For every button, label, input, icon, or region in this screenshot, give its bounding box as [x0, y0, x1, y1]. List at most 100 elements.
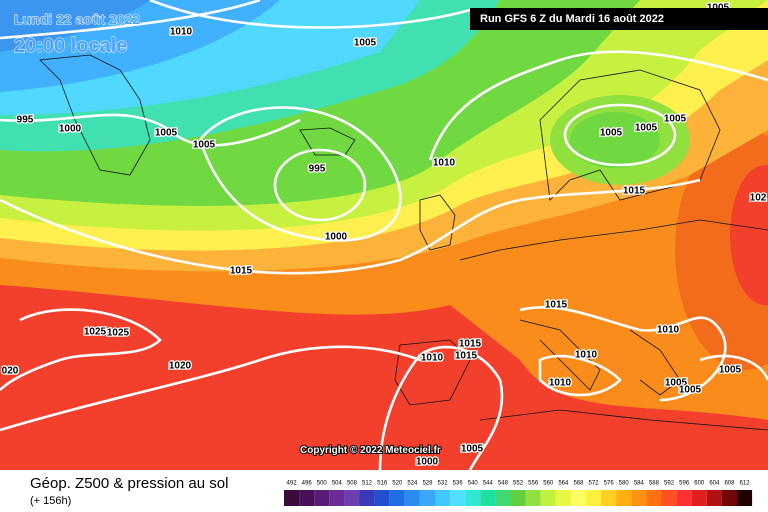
colorbar-label: 572	[589, 481, 600, 487]
colorbar-swatch	[616, 490, 632, 506]
run-info: Run GFS 6 Z du Mardi 16 août 2022	[480, 13, 664, 25]
run-banner	[470, 8, 768, 30]
isobar-label: 1000	[325, 232, 348, 243]
colorbar-label: 508	[347, 481, 358, 487]
colorbar-label: 612	[740, 481, 751, 487]
colorbar-label: 520	[392, 481, 403, 487]
isobar-label: 1005	[719, 365, 742, 376]
isobar-label: 1005	[155, 128, 178, 139]
isobar-label: 1005	[461, 444, 484, 455]
colorbar-label: 588	[649, 481, 660, 487]
isobars	[0, 0, 768, 432]
colorbar-label: 492	[287, 481, 298, 487]
colorbar-label: 504	[332, 481, 343, 487]
colorbar-swatch	[314, 490, 330, 506]
field	[0, 0, 768, 470]
colorbar-swatch	[450, 490, 466, 506]
isobar-label: 1005	[193, 140, 216, 151]
colorbar-label: 564	[558, 481, 569, 487]
colorbar-label: 540	[468, 481, 479, 487]
colorbar-label: 584	[634, 481, 645, 487]
colorbar-swatch	[480, 490, 496, 506]
colorbar-label: 592	[664, 481, 675, 487]
colorbar-swatch	[555, 490, 571, 506]
isobar-label: 1005	[354, 38, 377, 49]
colorbar-label: 556	[528, 481, 539, 487]
colorbar-swatch	[299, 490, 315, 506]
colorbar-swatch	[495, 490, 511, 506]
valid-date: Lundi 22 août 2022	[14, 11, 140, 27]
colorbar-label: 536	[453, 481, 464, 487]
colorbar-swatch	[465, 490, 481, 506]
colorbar-swatch	[540, 490, 556, 506]
colorbar-label: 544	[483, 481, 494, 487]
isobar-label: 102	[750, 193, 767, 204]
colorbar-swatch	[329, 490, 345, 506]
colorbar-swatch	[510, 490, 526, 506]
isobar-label: 1005	[679, 385, 702, 396]
isobar-label: 1005	[600, 128, 623, 139]
colorbar-swatch	[525, 490, 541, 506]
colorbar-label: 604	[709, 481, 720, 487]
colorbar-label: 560	[543, 481, 554, 487]
colorbar-label: 552	[513, 481, 524, 487]
colorbar-swatch	[359, 490, 375, 506]
isobar-label: 1015	[623, 186, 646, 197]
colorbar-swatch	[601, 490, 617, 506]
isobar-label: 1015	[230, 266, 253, 277]
colorbar: 492 496 500 504 508 512 516 520 524 528 532 536 540 5…	[284, 481, 753, 506]
isobar-label: 1025	[107, 328, 130, 339]
isobar-label: 1005	[665, 378, 688, 389]
isobar-label: 1015	[455, 351, 478, 362]
colorbar-label: 512	[362, 481, 373, 487]
colorbar-swatch	[570, 490, 586, 506]
isobar-label: 1010	[433, 158, 456, 169]
colorbar-label: 576	[604, 481, 615, 487]
colorbar-label: 608	[724, 481, 735, 487]
colorbar-swatch	[706, 490, 722, 506]
colorbar-swatch	[419, 490, 435, 506]
colorbar-swatch	[721, 490, 737, 506]
isobar-label: 1010	[170, 27, 193, 38]
colorbar-swatch	[737, 490, 753, 506]
isobar-label: 1010	[549, 378, 572, 389]
isobar-label: 1010	[421, 353, 444, 364]
valid-time: 20:00 locale	[14, 35, 127, 57]
isobar-label: 1020	[169, 361, 192, 372]
isobar-label: 995	[17, 115, 34, 126]
colorbar-swatch	[344, 490, 360, 506]
colorbar-label: 524	[407, 481, 418, 487]
colorbar-swatch	[661, 490, 677, 506]
colorbar-label: 500	[317, 481, 328, 487]
colorbar-swatch	[586, 490, 602, 506]
colorbar-swatch	[435, 490, 451, 506]
colorbar-swatch	[374, 490, 390, 506]
colorbar-label: 496	[302, 481, 313, 487]
footer-title: Géop. Z500 & pression au sol	[30, 475, 228, 492]
colorbar-label: 548	[498, 481, 509, 487]
colorbar-label: 580	[619, 481, 630, 487]
colorbar-swatch	[631, 490, 647, 506]
isobar-label: 1005	[635, 123, 658, 134]
colorbar-label: 516	[377, 481, 388, 487]
isobar-label: 1005	[664, 114, 687, 125]
isobar-label: 995	[309, 164, 326, 175]
copyright: Copyright © 2022 Meteociel.fr	[300, 445, 441, 456]
isobar-label: 1000	[416, 457, 439, 468]
colorbar-swatch	[389, 490, 405, 506]
isobar-label: 1010	[575, 350, 598, 361]
isobar-label: 1025	[84, 327, 107, 338]
colorbar-label: 532	[438, 481, 449, 487]
colorbar-label: 600	[694, 481, 705, 487]
colorbar-swatch	[691, 490, 707, 506]
isobar-label: 1015	[459, 339, 482, 350]
colorbar-swatch	[646, 490, 662, 506]
colorbar-label: 596	[679, 481, 690, 487]
colorbar-swatch	[404, 490, 420, 506]
footer-lead: (+ 156h)	[30, 495, 71, 507]
isobar-label: 1015	[545, 300, 568, 311]
colorbar-swatch	[676, 490, 692, 506]
colorbar-swatch	[284, 490, 300, 506]
isobar-label: 1000	[59, 124, 82, 135]
